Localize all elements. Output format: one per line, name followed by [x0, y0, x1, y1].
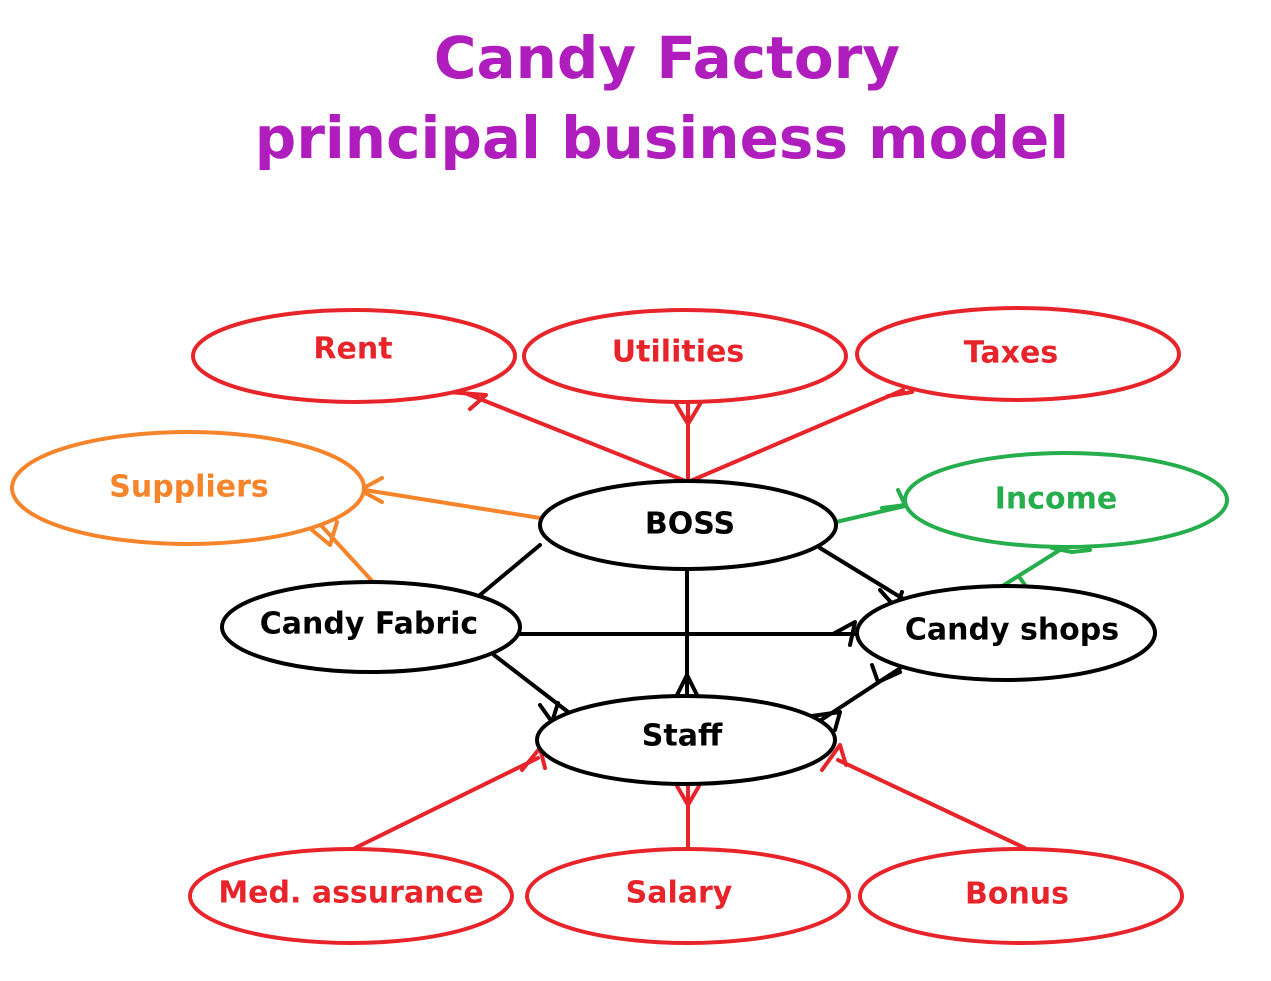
- node-income: Income: [903, 451, 1229, 549]
- utilities-crowfoot: [674, 402, 702, 426]
- rent-label: Rent: [313, 332, 392, 367]
- node-rent: Rent: [191, 308, 517, 404]
- boss-shops-connector: [818, 546, 912, 605]
- boss-rent-connector: [463, 391, 690, 484]
- shops-fabric-crowfoot: [831, 620, 857, 647]
- shops-staff-crowfoot: [870, 663, 902, 684]
- boss-income-connector: [834, 504, 907, 524]
- node-taxes: Taxes: [855, 306, 1181, 402]
- income-shops-crowfoot: [1050, 546, 1092, 554]
- utilities-ellipse: [522, 308, 848, 404]
- bonus-ellipse: [858, 847, 1184, 945]
- node-suppliers: Suppliers: [10, 430, 366, 546]
- boss-fabric-connector: [478, 543, 542, 597]
- fabric-staff-connector: [492, 653, 574, 717]
- node-med-assurance: Med. assurance: [188, 847, 514, 945]
- income-boss-crowfoot: [880, 488, 907, 510]
- taxes-label: Taxes: [964, 336, 1058, 371]
- bonus-label: Bonus: [965, 877, 1069, 912]
- fabric-suppliers-connector: [316, 520, 375, 584]
- taxes-ellipse: [855, 306, 1181, 402]
- node-candy-fabric: Candy Fabric: [220, 580, 522, 674]
- staff-expense-connectors: [353, 743, 1027, 852]
- node-candy-shops: Candy shops: [855, 584, 1157, 682]
- income-label: Income: [995, 482, 1118, 517]
- salary-label: Salary: [626, 876, 733, 911]
- node-bonus: Bonus: [858, 847, 1184, 945]
- diagram-title-line-1: Candy Factory: [434, 24, 900, 92]
- candy-fabric-label: Candy Fabric: [260, 607, 478, 642]
- node-staff: Staff: [535, 694, 837, 786]
- staff-medassurance-connector: [353, 756, 540, 850]
- boss-taxes-connector: [686, 388, 905, 484]
- rent-crowfoot: [446, 390, 488, 411]
- candy-fabric-ellipse: [220, 580, 522, 674]
- suppliers-label: Suppliers: [109, 470, 268, 505]
- salary-crowfoot: [675, 784, 701, 807]
- node-boss: BOSS: [538, 479, 838, 571]
- node-utilities: Utilities: [522, 308, 848, 404]
- node-salary: Salary: [525, 847, 851, 945]
- utilities-label: Utilities: [612, 335, 744, 370]
- salary-ellipse: [525, 847, 851, 945]
- staff-ellipse: [535, 694, 837, 786]
- staff-boss-crowfoot: [674, 673, 700, 699]
- boss-label: BOSS: [645, 507, 735, 542]
- boss-suppliers-connector: [363, 488, 542, 520]
- core-connectors: [478, 543, 912, 732]
- income-ellipse: [903, 451, 1229, 549]
- diagram-title-line-2: principal business model: [255, 104, 1069, 172]
- candy-shops-label: Candy shops: [905, 613, 1119, 648]
- med-assurance-label: Med. assurance: [218, 876, 483, 911]
- staff-bonus-connector: [836, 758, 1027, 850]
- staff-label: Staff: [642, 719, 723, 754]
- bonus-crowfoot: [820, 743, 848, 772]
- suppliers-ellipse: [10, 430, 366, 546]
- med-assurance-ellipse: [188, 847, 514, 945]
- boss-ellipse: [538, 479, 838, 571]
- candy-shops-ellipse: [855, 584, 1157, 682]
- rent-ellipse: [191, 308, 517, 404]
- suppliers-fabric-crowfoot: [310, 520, 339, 547]
- staff-shops-crowfoot: [810, 710, 842, 732]
- boss-expense-connectors: [446, 378, 914, 484]
